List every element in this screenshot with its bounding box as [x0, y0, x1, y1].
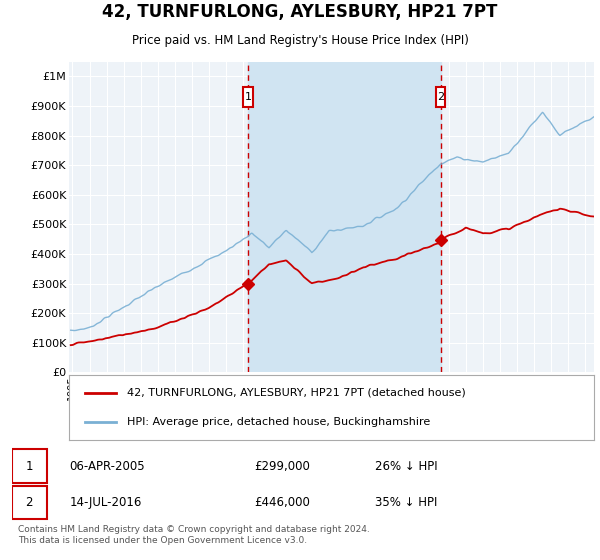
Text: Price paid vs. HM Land Registry's House Price Index (HPI): Price paid vs. HM Land Registry's House …	[131, 34, 469, 47]
Text: 2: 2	[437, 92, 445, 102]
Text: 06-APR-2005: 06-APR-2005	[70, 460, 145, 473]
Text: HPI: Average price, detached house, Buckinghamshire: HPI: Average price, detached house, Buck…	[127, 417, 430, 427]
Text: 42, TURNFURLONG, AYLESBURY, HP21 7PT: 42, TURNFURLONG, AYLESBURY, HP21 7PT	[103, 3, 497, 21]
FancyBboxPatch shape	[12, 486, 47, 520]
Text: 2: 2	[26, 496, 33, 509]
Text: 42, TURNFURLONG, AYLESBURY, HP21 7PT (detached house): 42, TURNFURLONG, AYLESBURY, HP21 7PT (de…	[127, 388, 466, 398]
Text: 1: 1	[245, 92, 251, 102]
Text: £446,000: £446,000	[254, 496, 310, 509]
Text: £299,000: £299,000	[254, 460, 310, 473]
Text: 14-JUL-2016: 14-JUL-2016	[70, 496, 142, 509]
Text: Contains HM Land Registry data © Crown copyright and database right 2024.
This d: Contains HM Land Registry data © Crown c…	[18, 525, 370, 545]
Text: 35% ↓ HPI: 35% ↓ HPI	[375, 496, 437, 509]
Text: 26% ↓ HPI: 26% ↓ HPI	[375, 460, 437, 473]
FancyBboxPatch shape	[436, 87, 445, 107]
Text: 1: 1	[26, 460, 33, 473]
FancyBboxPatch shape	[12, 449, 47, 483]
Bar	[248, 62, 441, 372]
FancyBboxPatch shape	[244, 87, 253, 107]
